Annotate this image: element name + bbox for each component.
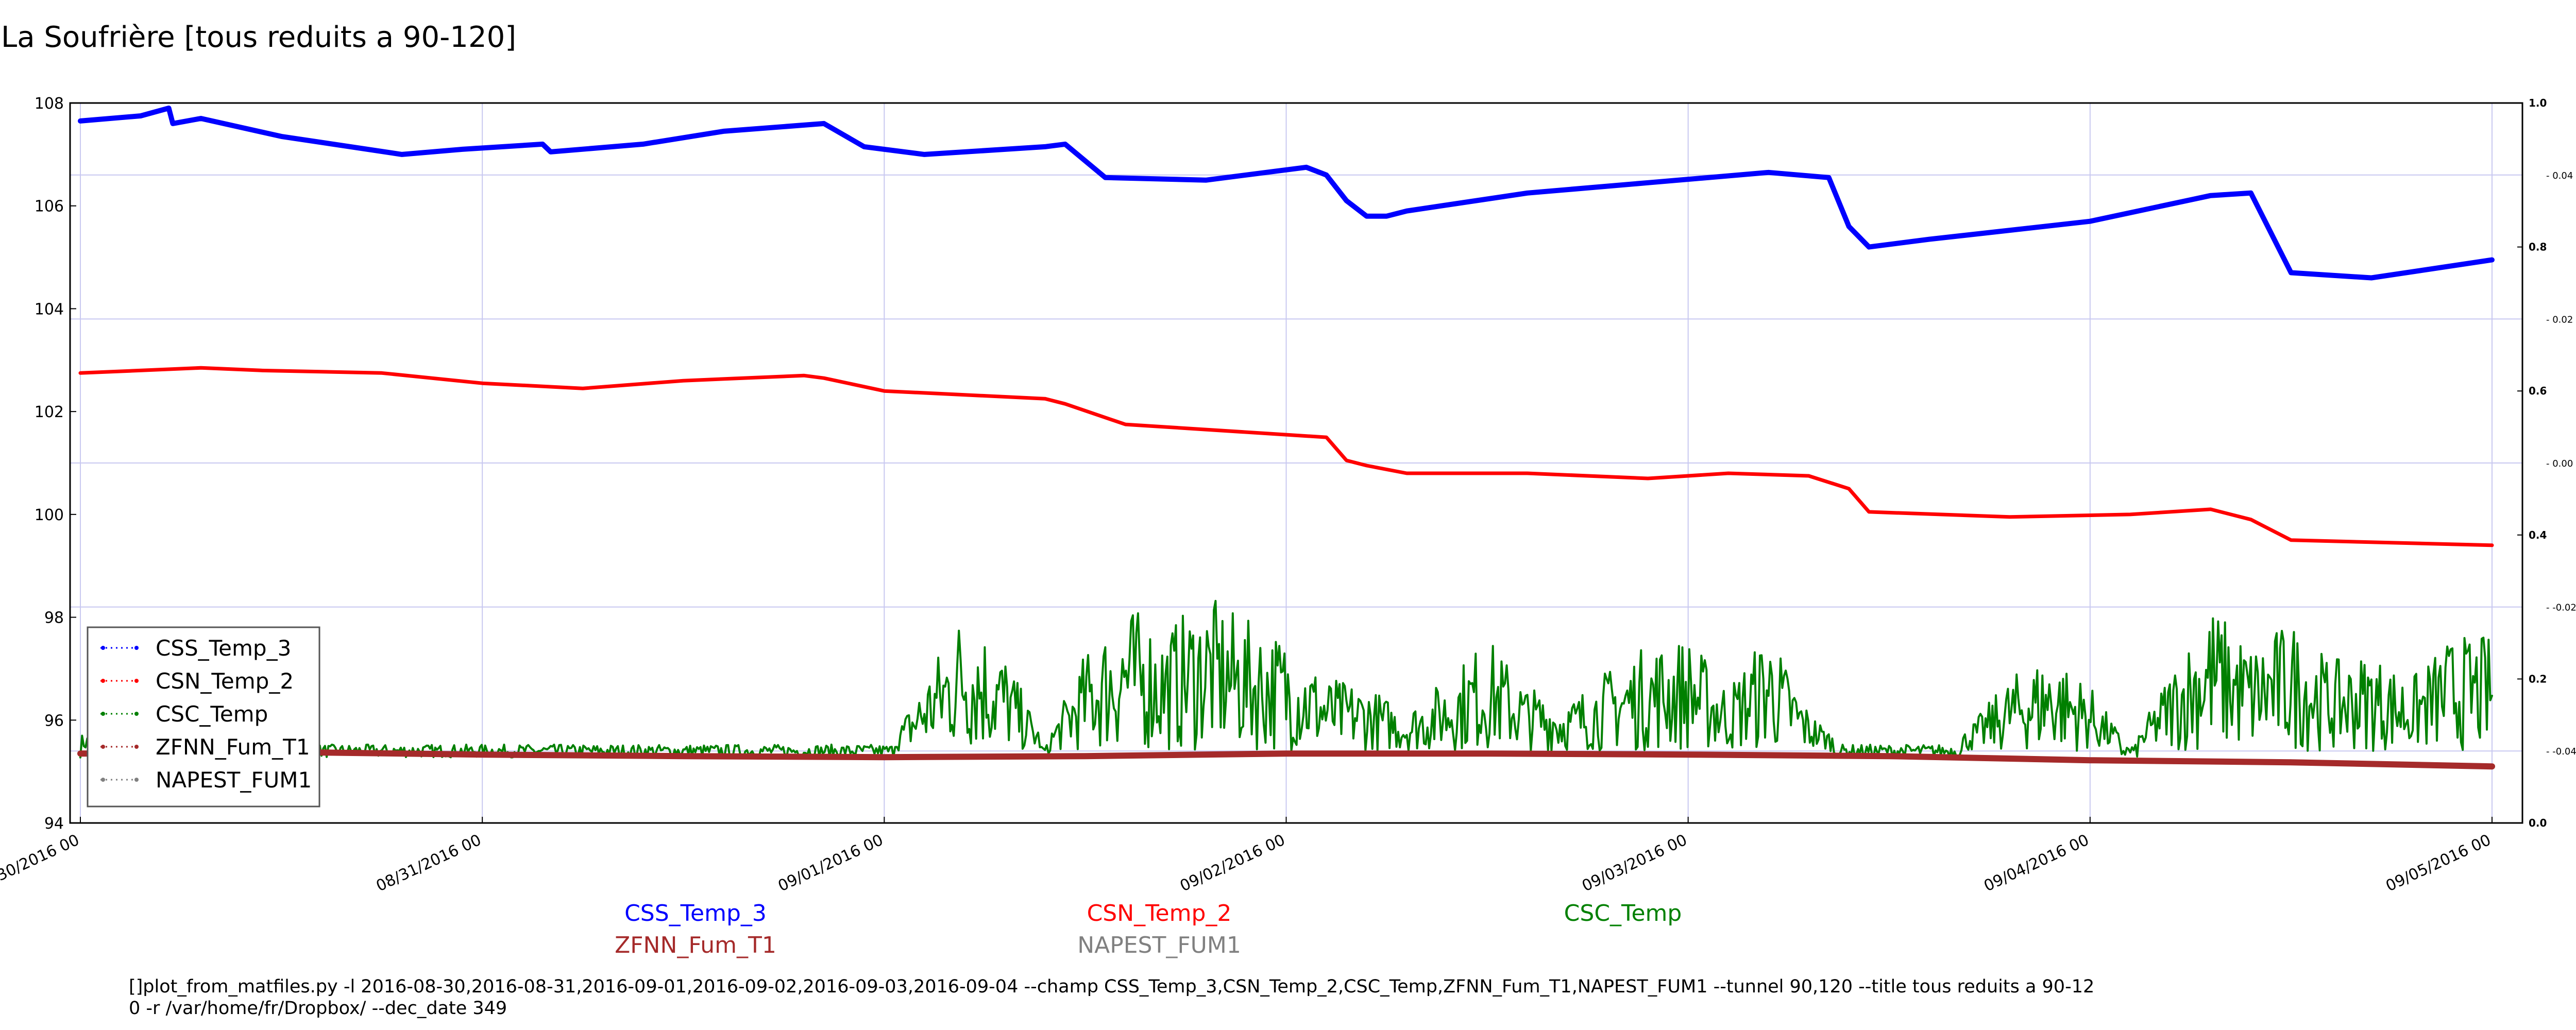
legend-box — [87, 626, 320, 808]
right-tick-label: 0.6 — [2529, 385, 2547, 397]
caption-zfnn-fum-t1: ZFNN_Fum_T1 — [615, 932, 776, 958]
right-tick-label-2: - 0.02 — [2546, 314, 2573, 325]
y-tick-label: 96 — [44, 712, 64, 730]
y-tick-label: 100 — [35, 506, 64, 524]
legend-label: CSS_Temp_3 — [156, 636, 291, 661]
legend-marker — [101, 778, 105, 782]
command-line-1: []plot_from_matfiles.py -l 2016-08-30,20… — [129, 976, 2095, 997]
y-tick-label: 98 — [44, 609, 64, 627]
right-tick-label-2: - 0.04 — [2546, 170, 2573, 181]
x-tick-label: 09/02/2016 00 — [1177, 831, 1288, 896]
legend-marker — [101, 679, 105, 683]
caption-css-temp-3: CSS_Temp_3 — [624, 900, 767, 926]
x-tick-label: 09/05/2016 00 — [2383, 831, 2494, 896]
legend-label: CSC_Temp — [156, 701, 268, 727]
caption-csn-temp-2: CSN_Temp_2 — [1087, 900, 1232, 926]
legend-label: ZFNN_Fum_T1 — [156, 734, 310, 760]
x-tick-label: 08/30/2016 00 — [0, 831, 82, 896]
series-line-csn-temp-2 — [78, 366, 2494, 547]
caption-csc-temp: CSC_Temp — [1564, 900, 1682, 926]
right-tick-label: 0.8 — [2529, 241, 2547, 253]
legend-marker — [134, 778, 139, 782]
legend-marker — [101, 745, 105, 749]
legend-marker — [134, 745, 139, 749]
right-tick-label: 1.0 — [2529, 97, 2547, 109]
y-tick-label: 108 — [35, 95, 64, 113]
plot-frame — [69, 102, 2523, 824]
series-line-css-temp-3 — [78, 106, 2495, 281]
legend: CSS_Temp_3 CSN_Temp_2 CSC_Temp ZFNN_Fum_T1 N… — [87, 626, 320, 808]
legend-label: NAPEST_FUM1 — [156, 767, 312, 793]
x-tick-label: 08/31/2016 00 — [374, 831, 484, 896]
legend-label: CSN_Temp_2 — [156, 668, 294, 694]
right-tick-label-2: - -0.04 — [2546, 746, 2576, 757]
y-tick-label: 106 — [35, 198, 64, 216]
caption-napest-fum1: NAPEST_FUM1 — [1077, 932, 1241, 958]
command-line: []plot_from_matfiles.py -l 2016-08-30,20… — [129, 976, 2094, 1019]
series-lines — [77, 106, 2495, 770]
legend-marker — [101, 712, 105, 716]
series-line-csc-temp — [79, 599, 2493, 759]
y-tick-label: 94 — [44, 815, 64, 833]
series-line-zfnn-fum-t1 — [77, 749, 2495, 770]
axis-ticks: 08/30/2016 00 08/31/2016 00 09/01/2016 00 0… — [0, 95, 2576, 895]
right-tick-label: 0.0 — [2529, 817, 2547, 829]
right-tick-label-2: - -0.02 — [2546, 603, 2576, 613]
legend-marker — [134, 646, 139, 650]
command-line-2: 0 -r /var/home/fr/Dropbox/ --dec_date 34… — [129, 998, 507, 1019]
y-tick-label: 102 — [35, 403, 64, 421]
y-tick-label: 104 — [35, 300, 64, 318]
legend-marker — [101, 646, 105, 650]
legend-marker — [134, 712, 139, 716]
x-tick-label: 09/03/2016 00 — [1579, 831, 1690, 896]
right-tick-label: 0.2 — [2529, 673, 2547, 685]
x-tick-label: 09/01/2016 00 — [775, 831, 886, 896]
x-tick-label: 09/04/2016 00 — [1981, 831, 2092, 896]
right-tick-label-2: - 0.00 — [2546, 458, 2573, 469]
right-tick-label: 0.4 — [2529, 529, 2547, 541]
legend-marker — [134, 679, 139, 683]
chart-title: La Soufrière [tous reduits a 90-120] — [1, 21, 517, 54]
